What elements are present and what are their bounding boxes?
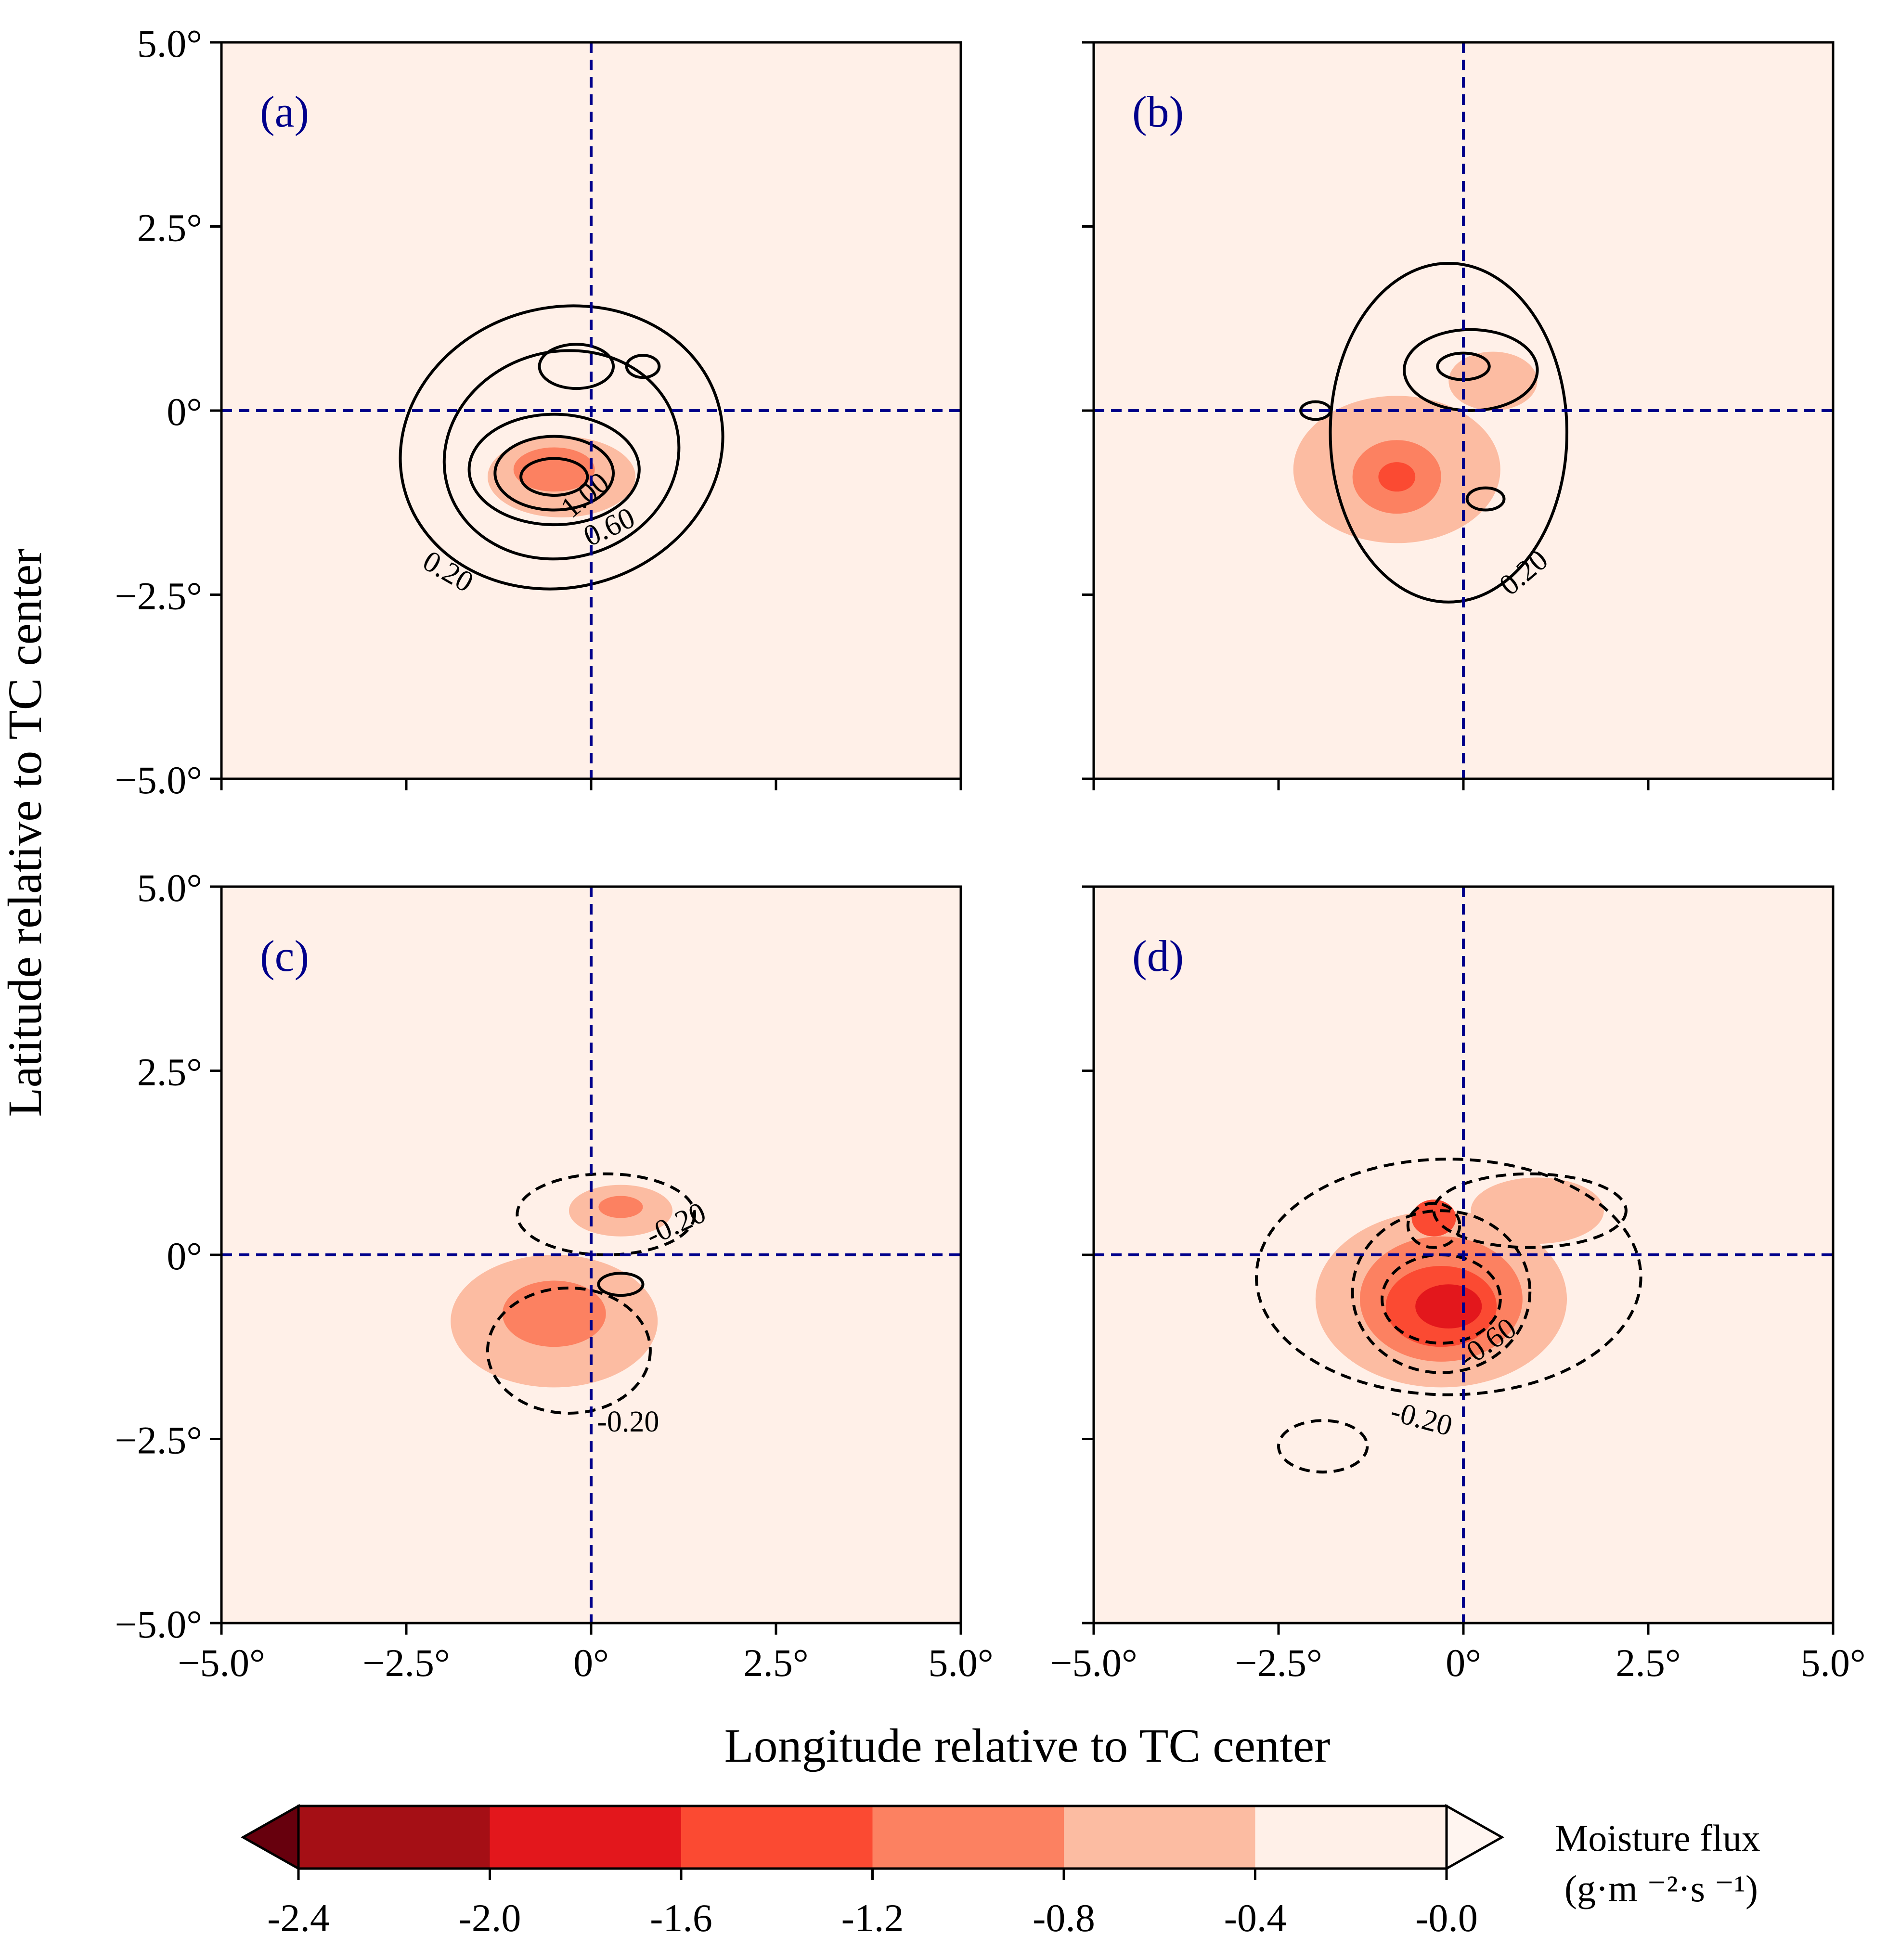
x-tick-label: 0°	[573, 1641, 609, 1685]
contour-label: -0.20	[597, 1406, 659, 1438]
contour-line	[1432, 1172, 1628, 1249]
colorbar-segment	[490, 1806, 681, 1869]
colorbar-tick-label: -0.8	[1033, 1896, 1095, 1940]
colorbar-segment	[1064, 1806, 1255, 1869]
y-tick-label: −5.0°	[115, 758, 202, 802]
flux-fill-region	[1378, 462, 1416, 492]
y-tick-label: 5.0°	[137, 866, 202, 910]
contour-line	[486, 1286, 652, 1415]
contour-line	[1277, 1419, 1369, 1474]
y-tick-label: −2.5°	[115, 574, 202, 618]
y-tick-label: −5.0°	[115, 1602, 202, 1646]
contour-line	[1254, 1158, 1642, 1396]
flux-field	[1264, 322, 1634, 558]
x-tick-label: 2.5°	[1616, 1641, 1680, 1685]
colorbar-segment	[872, 1806, 1064, 1869]
y-tick-label: 0°	[167, 390, 202, 434]
panel-b: 0.20(b)	[1082, 41, 1835, 790]
x-tick-label: 5.0°	[928, 1641, 993, 1685]
colorbar-tick-label: -1.2	[841, 1896, 904, 1940]
colorbar-extend-under	[240, 1804, 300, 1871]
contour-line	[442, 349, 681, 561]
panel-label: (d)	[1132, 931, 1184, 980]
colorbar-extend-over	[1445, 1804, 1505, 1871]
contour-lines	[486, 1172, 697, 1415]
y-tick-label: 0°	[167, 1234, 202, 1278]
contour-line	[493, 435, 615, 512]
contour-line	[625, 354, 661, 379]
panel-a: 0.200.601.00(a)−5.0°−2.5°0°2.5°5.0°	[115, 22, 962, 802]
colorbar: -2.4 -2.0 -1.6 -1.2 -0.8 -0.4 -0.0	[240, 1804, 1505, 1940]
y-tick-label: 2.5°	[137, 1050, 202, 1094]
colorbar-label-line1: Moisture flux	[1555, 1817, 1760, 1859]
colorbar-tick-label: -2.0	[459, 1896, 521, 1940]
x-axis-label: Longitude relative to TC center	[724, 1719, 1331, 1772]
y-tick-label: −2.5°	[115, 1418, 202, 1462]
panel-label: (a)	[260, 87, 309, 136]
panel-c: -0.20-0.20(c)−5.0°−2.5°0°2.5°5.0°−5.0° −2…	[115, 866, 993, 1685]
colorbar-tick-label: -2.4	[267, 1896, 330, 1940]
y-axis-label: Latitude relative to TC center	[0, 548, 52, 1117]
colorbar-tick-label: -1.6	[650, 1896, 712, 1940]
colorbar-label-line2: (g·m ⁻²·s ⁻¹)	[1564, 1868, 1758, 1909]
panel-label: (b)	[1132, 87, 1184, 136]
flux-fill-region	[1448, 351, 1538, 411]
colorbar-tick-label: -0.0	[1415, 1896, 1478, 1940]
x-tick-label: −2.5°	[1235, 1641, 1322, 1685]
contour-lines	[1299, 262, 1569, 604]
contour-line	[538, 343, 615, 390]
colorbar-segment	[681, 1806, 873, 1869]
contour-line	[399, 304, 724, 591]
contour-line	[467, 413, 641, 527]
colorbar-segment	[298, 1806, 490, 1869]
x-tick-label: 5.0°	[1800, 1641, 1865, 1685]
x-tick-label: −2.5°	[362, 1641, 450, 1685]
colorbar-tick-label: -0.4	[1224, 1896, 1287, 1940]
y-tick-label: 2.5°	[137, 206, 202, 250]
flux-fill-region	[513, 447, 595, 492]
x-tick-label: −5.0°	[178, 1641, 265, 1685]
y-tick-label: 5.0°	[137, 22, 202, 65]
contour-lines	[399, 304, 724, 591]
flux-field	[376, 1137, 747, 1417]
contour-line	[597, 1272, 645, 1297]
flux-fill-region	[598, 1196, 643, 1218]
contour-line	[1351, 1209, 1532, 1374]
contour-line	[1403, 328, 1539, 412]
x-tick-label: 2.5°	[743, 1641, 808, 1685]
colorbar-segment	[1255, 1806, 1447, 1869]
contour-line	[519, 457, 589, 497]
panel-d: -0.20-0.60(d)−5.0° −2.5° 0° 2.5° 5.0°	[1050, 885, 1866, 1685]
contour-line	[1329, 262, 1569, 604]
x-tick-label: 0°	[1446, 1641, 1481, 1685]
contour-line	[1406, 1201, 1461, 1249]
x-tick-label: −5.0°	[1050, 1641, 1137, 1685]
flux-fill-region	[1471, 1177, 1604, 1244]
panel-label: (c)	[260, 931, 309, 980]
contour-line	[1299, 400, 1332, 421]
flux-fill-region	[1415, 1284, 1482, 1329]
contour-line	[1465, 486, 1506, 512]
